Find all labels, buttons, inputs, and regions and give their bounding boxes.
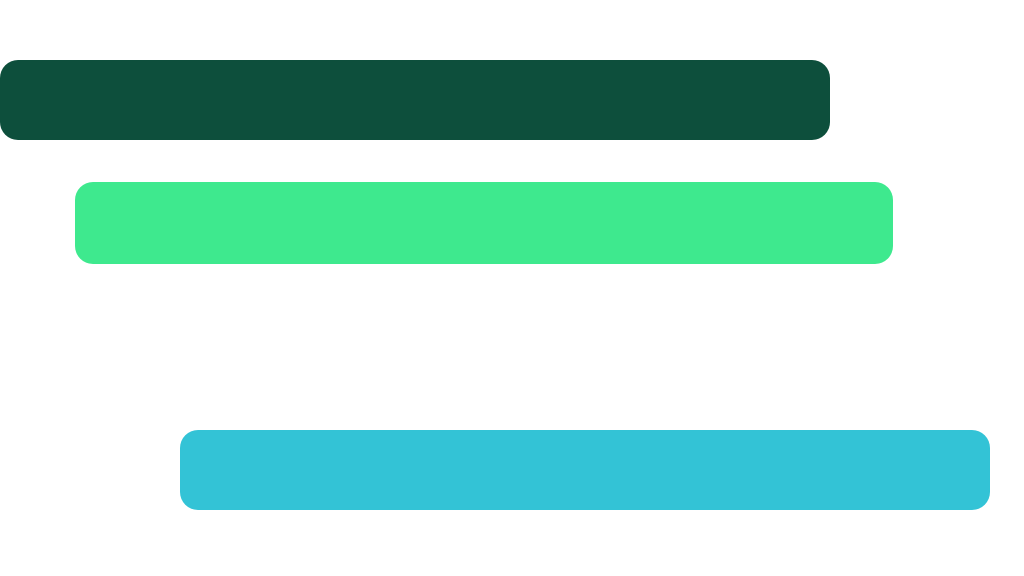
bar-2 — [75, 182, 893, 264]
bar-1 — [0, 60, 830, 140]
bar-3 — [180, 430, 990, 510]
